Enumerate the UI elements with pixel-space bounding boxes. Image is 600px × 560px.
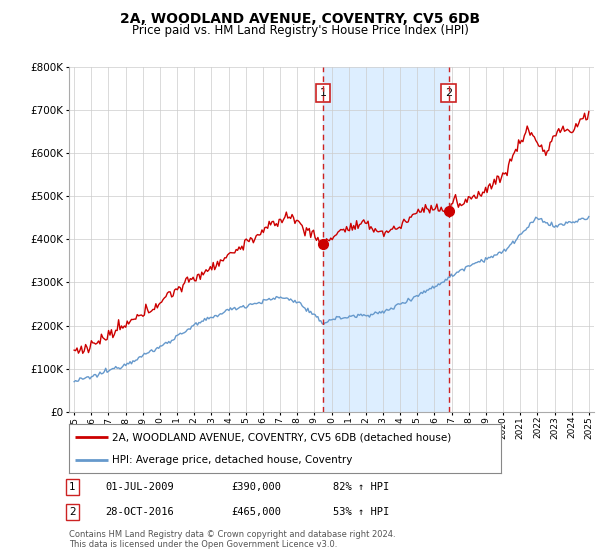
Bar	[323, 67, 449, 412]
Text: 2A, WOODLAND AVENUE, COVENTRY, CV5 6DB: 2A, WOODLAND AVENUE, COVENTRY, CV5 6DB	[120, 12, 480, 26]
Text: 82% ↑ HPI: 82% ↑ HPI	[333, 482, 389, 492]
Text: 2: 2	[445, 88, 452, 98]
Text: 2A, WOODLAND AVENUE, COVENTRY, CV5 6DB (detached house): 2A, WOODLAND AVENUE, COVENTRY, CV5 6DB (…	[112, 432, 451, 442]
Text: 28-OCT-2016: 28-OCT-2016	[105, 507, 174, 517]
Text: £390,000: £390,000	[231, 482, 281, 492]
Text: 1: 1	[69, 482, 76, 492]
Text: 53% ↑ HPI: 53% ↑ HPI	[333, 507, 389, 517]
Text: 01-JUL-2009: 01-JUL-2009	[105, 482, 174, 492]
Text: 1: 1	[319, 88, 326, 98]
Text: Contains HM Land Registry data © Crown copyright and database right 2024.: Contains HM Land Registry data © Crown c…	[69, 530, 395, 539]
Text: HPI: Average price, detached house, Coventry: HPI: Average price, detached house, Cove…	[112, 455, 353, 465]
Text: 2: 2	[69, 507, 76, 517]
Text: Price paid vs. HM Land Registry's House Price Index (HPI): Price paid vs. HM Land Registry's House …	[131, 24, 469, 36]
Text: This data is licensed under the Open Government Licence v3.0.: This data is licensed under the Open Gov…	[69, 540, 337, 549]
Text: £465,000: £465,000	[231, 507, 281, 517]
